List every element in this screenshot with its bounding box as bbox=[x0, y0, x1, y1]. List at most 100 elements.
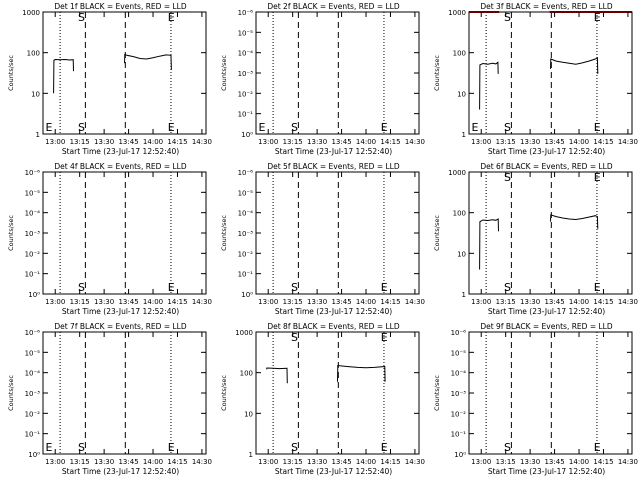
x-tick-label: 14:15 bbox=[167, 138, 187, 146]
x-tick-label: 13:00 bbox=[471, 298, 491, 306]
y-tick-label: 10⁻¹ bbox=[238, 111, 254, 119]
plot-frame bbox=[42, 331, 207, 455]
x-tick-label: 13:00 bbox=[258, 298, 278, 306]
x-tick-label: 14:30 bbox=[618, 138, 638, 146]
x-axis-label: Start Time (23-Jul-17 12:52:40) bbox=[62, 147, 179, 156]
x-tick-label: 14:15 bbox=[380, 298, 400, 306]
y-tick-label: 10⁻⁶ bbox=[25, 169, 41, 177]
panel-det-2: Det 2f BLACK = Events, RED = LLD E S E 10⁰ 10… bbox=[220, 2, 425, 156]
x-tick-label: 13:45 bbox=[118, 298, 138, 306]
y-tick-label: 1 bbox=[249, 451, 253, 459]
x-tick-label: 13:30 bbox=[520, 458, 540, 466]
y-tick-label: 1 bbox=[462, 131, 466, 139]
y-tick-label: 10⁻⁵ bbox=[238, 189, 254, 197]
phase-marker: E bbox=[594, 121, 601, 134]
y-tick-label: 1000 bbox=[22, 9, 40, 17]
x-tick-label: 14:15 bbox=[167, 458, 187, 466]
x-tick-label: 13:00 bbox=[471, 138, 491, 146]
panel-title: Det 8f BLACK = Events, RED = LLD bbox=[267, 322, 400, 331]
y-tick-label: 10⁻⁴ bbox=[238, 50, 254, 58]
x-tick-label: 13:00 bbox=[45, 458, 65, 466]
phase-marker: S bbox=[504, 441, 511, 454]
x-tick-label: 13:30 bbox=[94, 138, 114, 146]
x-tick-label: 13:15 bbox=[70, 298, 90, 306]
y-tick-label: 10 bbox=[244, 410, 253, 418]
x-axis-label: Start Time (23-Jul-17 12:52:40) bbox=[488, 307, 605, 316]
plot-frame bbox=[468, 331, 633, 455]
panel-title: Det 7f BLACK = Events, RED = LLD bbox=[54, 322, 187, 331]
x-tick-label: 13:15 bbox=[496, 458, 516, 466]
x-tick-label: 13:30 bbox=[520, 298, 540, 306]
x-tick-label: 14:30 bbox=[192, 298, 212, 306]
y-axis-label: Counts/sec bbox=[433, 55, 441, 91]
y-tick-label: 10⁻⁴ bbox=[25, 210, 41, 218]
y-axis-label: Counts/sec bbox=[7, 215, 15, 251]
plot-frame bbox=[468, 11, 633, 135]
x-tick-label: 13:45 bbox=[331, 298, 351, 306]
x-tick-label: 14:15 bbox=[167, 298, 187, 306]
events-series-line bbox=[53, 58, 74, 94]
y-tick-label: 10⁻¹ bbox=[25, 271, 41, 279]
panel-det-9: Det 9f BLACK = Events, RED = LLD S E 10⁰ 10⁻… bbox=[433, 322, 638, 476]
phase-marker-top: E bbox=[594, 11, 601, 24]
phase-marker: E bbox=[258, 121, 265, 134]
phase-marker-top: E bbox=[594, 171, 601, 184]
y-tick-label: 100 bbox=[27, 50, 40, 58]
y-tick-label: 10⁰ bbox=[241, 131, 253, 139]
phase-marker-top: E bbox=[381, 331, 388, 344]
phase-marker: E bbox=[594, 281, 601, 294]
x-tick-label: 13:30 bbox=[520, 138, 540, 146]
y-tick-label: 10⁻⁶ bbox=[451, 329, 467, 337]
x-tick-label: 13:15 bbox=[496, 298, 516, 306]
x-tick-label: 13:30 bbox=[94, 298, 114, 306]
y-tick-label: 10⁰ bbox=[454, 451, 466, 459]
y-tick-label: 10 bbox=[31, 90, 40, 98]
y-tick-label: 10⁻⁴ bbox=[451, 370, 467, 378]
events-series-line bbox=[550, 56, 599, 74]
events-series-line bbox=[479, 218, 499, 270]
y-axis-label: Counts/sec bbox=[433, 375, 441, 411]
y-tick-label: 1 bbox=[462, 291, 466, 299]
y-tick-label: 10⁻⁵ bbox=[25, 349, 41, 357]
phase-marker: S bbox=[78, 121, 85, 134]
y-tick-label: 100 bbox=[453, 210, 466, 218]
y-tick-label: 10⁰ bbox=[241, 291, 253, 299]
x-tick-label: 14:30 bbox=[405, 298, 425, 306]
y-tick-label: 10⁰ bbox=[28, 451, 40, 459]
y-axis-label: Counts/sec bbox=[220, 55, 228, 91]
x-tick-label: 13:15 bbox=[70, 458, 90, 466]
x-tick-label: 14:00 bbox=[143, 138, 163, 146]
y-tick-label: 10⁻⁴ bbox=[25, 370, 41, 378]
x-axis-label: Start Time (23-Jul-17 12:52:40) bbox=[62, 467, 179, 476]
y-tick-label: 1000 bbox=[448, 9, 466, 17]
events-series-line bbox=[266, 367, 288, 384]
y-tick-label: 100 bbox=[453, 50, 466, 58]
phase-marker: S bbox=[504, 121, 511, 134]
events-series-line bbox=[124, 53, 172, 70]
y-tick-label: 100 bbox=[240, 370, 253, 378]
y-tick-label: 10⁻³ bbox=[25, 390, 41, 398]
phase-marker: S bbox=[78, 281, 85, 294]
panel-det-7: Det 7f BLACK = Events, RED = LLD E S E 10⁰ 10… bbox=[7, 322, 212, 476]
phase-marker: S bbox=[291, 281, 298, 294]
x-tick-label: 13:00 bbox=[45, 138, 65, 146]
x-tick-label: 13:00 bbox=[258, 458, 278, 466]
phase-marker: S bbox=[291, 121, 298, 134]
events-series-line bbox=[550, 214, 599, 229]
plot-frame bbox=[255, 11, 420, 135]
y-axis-label: Counts/sec bbox=[7, 375, 15, 411]
plot-frame bbox=[42, 11, 207, 135]
x-tick-label: 14:00 bbox=[569, 298, 589, 306]
panel-title: Det 6f BLACK = Events, RED = LLD bbox=[480, 162, 613, 171]
x-tick-label: 13:45 bbox=[544, 458, 564, 466]
x-tick-label: 13:00 bbox=[471, 458, 491, 466]
phase-marker: E bbox=[45, 121, 52, 134]
x-tick-label: 14:30 bbox=[618, 458, 638, 466]
x-tick-label: 13:15 bbox=[496, 138, 516, 146]
y-tick-label: 10⁻⁶ bbox=[238, 169, 254, 177]
x-tick-label: 14:15 bbox=[593, 458, 613, 466]
events-series-line bbox=[479, 61, 499, 110]
